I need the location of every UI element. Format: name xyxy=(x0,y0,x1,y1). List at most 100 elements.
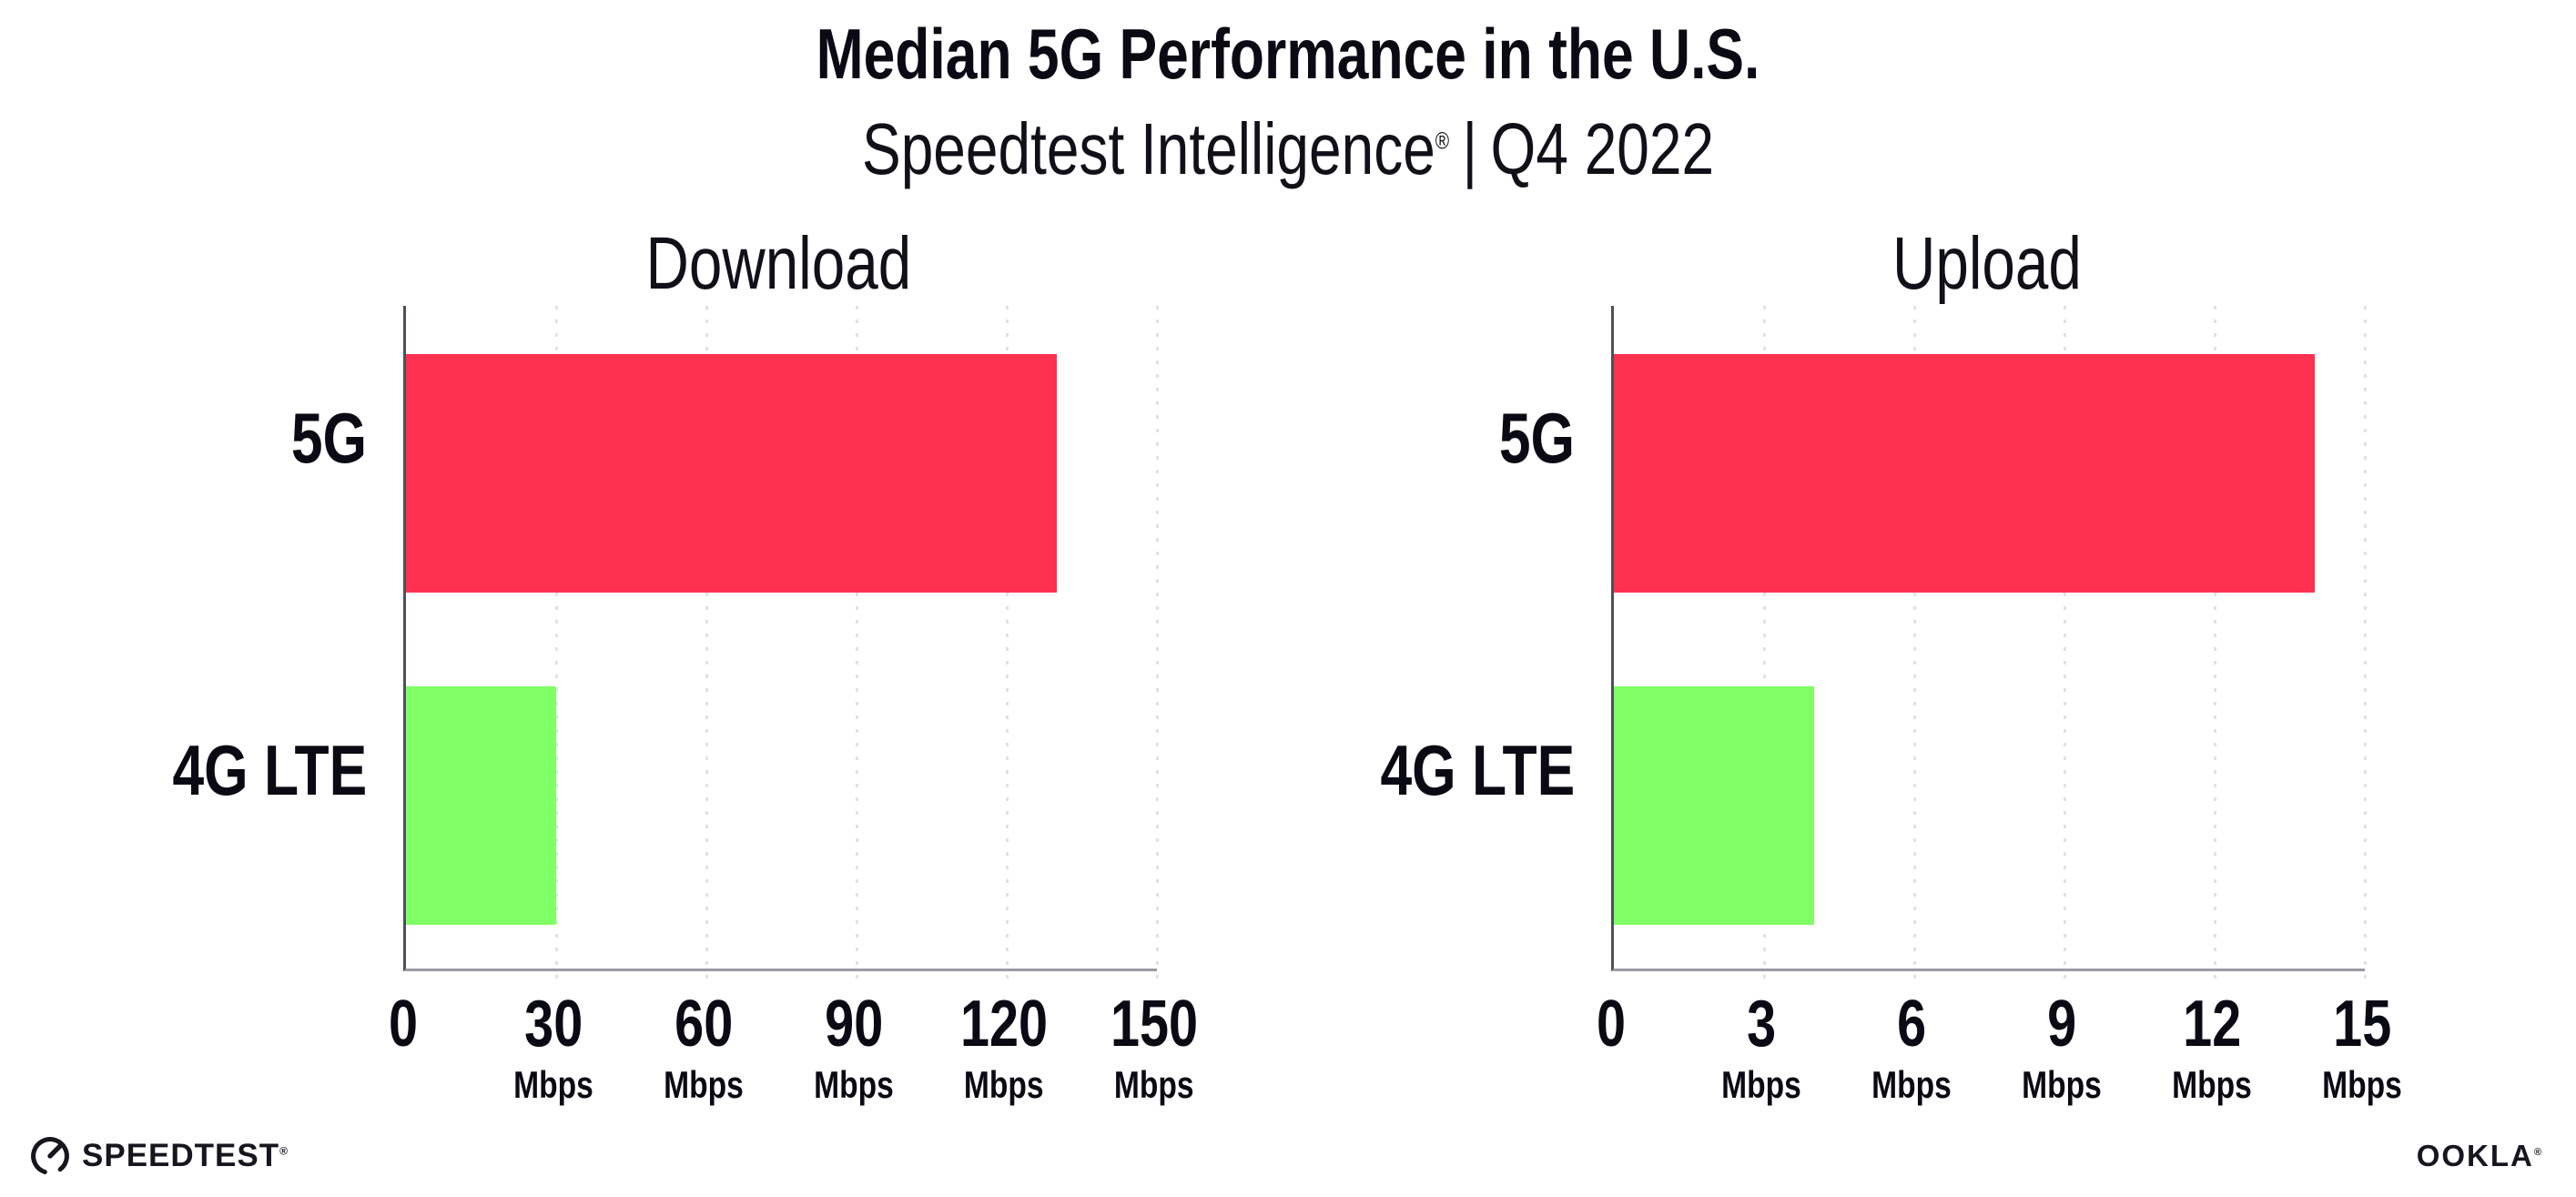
tick-number: 150 xyxy=(1100,991,1209,1057)
tick-unit-text: Mbps xyxy=(2022,1063,2102,1106)
bar-4g-lte xyxy=(406,686,556,925)
charts-row: Download 5G 4G LTE 0 30 Mbps 60 Mbps 90 Mbps 120 Mb… xyxy=(0,222,2402,1104)
x-axis-tick-labels: 0 3 Mbps 6 Mbps 9 Mbps 12 Mbps 15 Mbps xyxy=(1597,971,2402,1104)
x-tick-15: 15 Mbps xyxy=(2312,991,2412,1104)
category-label-5g: 5G xyxy=(1480,402,1575,473)
plot-wrap: 5G 4G LTE xyxy=(1347,306,2367,979)
tick-unit: Mbps xyxy=(2162,1066,2262,1104)
category-labels: 5G 4G LTE xyxy=(139,306,403,969)
tick-number-text: 0 xyxy=(1596,988,1627,1060)
registered-trademark-symbol: ® xyxy=(1435,127,1450,155)
download-chart: Download 5G 4G LTE 0 30 Mbps 60 Mbps 90 Mbps 120 Mb… xyxy=(139,227,1198,1104)
plot-wrap: 5G 4G LTE xyxy=(139,306,1159,979)
page-title: Median 5G Performance in the U.S. xyxy=(0,18,2576,89)
x-tick-0: 0 xyxy=(385,991,421,1057)
chart-title-download: Download xyxy=(403,227,1154,306)
page-title-text: Median 5G Performance in the U.S. xyxy=(816,14,1760,94)
tick-unit-text: Mbps xyxy=(664,1063,744,1106)
gridline xyxy=(2214,306,2216,979)
tick-unit: Mbps xyxy=(949,1066,1059,1104)
x-axis-tick-labels: 0 30 Mbps 60 Mbps 90 Mbps 120 Mbps 150 Mbps xyxy=(389,971,1198,1104)
tick-number-text: 15 xyxy=(2332,988,2392,1060)
ookla-logo: OOKLA® xyxy=(2417,1139,2543,1173)
tick-unit-text: Mbps xyxy=(964,1063,1044,1106)
plot-area xyxy=(403,306,1159,979)
tick-number-text: 9 xyxy=(2046,988,2077,1060)
tick-number: 12 xyxy=(2162,991,2262,1057)
x-tick-30: 30 Mbps xyxy=(503,991,603,1104)
category-label-4g-lte: 4G LTE xyxy=(124,735,367,806)
tick-unit-text: Mbps xyxy=(2322,1063,2402,1106)
tick-number-text: 3 xyxy=(1746,988,1777,1060)
gridline xyxy=(1006,306,1009,979)
gridline xyxy=(705,306,708,979)
gridline xyxy=(1156,306,1159,979)
subtitle-brand: Speedtest Intelligence xyxy=(861,108,1435,189)
tick-number: 3 xyxy=(1711,991,1811,1057)
speedtest-gauge-icon xyxy=(31,1137,69,1175)
category-label-text: 4G LTE xyxy=(172,730,367,810)
tick-unit-text: Mbps xyxy=(1871,1063,1952,1106)
bar-5g xyxy=(406,354,1057,593)
tick-number-text: 90 xyxy=(824,988,884,1060)
header: Median 5G Performance in the U.S. Speedt… xyxy=(0,0,2576,186)
tick-unit: Mbps xyxy=(2312,1066,2412,1104)
gridline xyxy=(2064,306,2066,979)
category-label-text: 5G xyxy=(290,398,367,478)
bar-5g xyxy=(1614,354,2315,593)
tick-number: 120 xyxy=(949,991,1059,1057)
tick-unit: Mbps xyxy=(2012,1066,2112,1104)
speedtest-wordmark: SPEEDTEST® xyxy=(82,1138,289,1174)
x-tick-60: 60 Mbps xyxy=(654,991,754,1104)
tick-unit: Mbps xyxy=(503,1066,603,1104)
gridline xyxy=(2364,306,2367,979)
bar-4g-lte xyxy=(1614,686,1814,925)
tick-number-text: 12 xyxy=(2182,988,2242,1060)
plot-area xyxy=(1611,306,2367,979)
tick-number-text: 30 xyxy=(523,988,583,1060)
tick-number: 0 xyxy=(385,991,421,1057)
tick-number: 30 xyxy=(503,991,603,1057)
tick-number: 60 xyxy=(654,991,754,1057)
upload-chart: Upload 5G 4G LTE 0 3 Mbps 6 Mbps 9 Mbps 12 Mbps 15 Mb… xyxy=(1347,222,2402,1104)
x-tick-0: 0 xyxy=(1593,991,1629,1057)
x-tick-12: 12 Mbps xyxy=(2162,991,2262,1104)
speedtest-wordmark-text: SPEEDTEST xyxy=(82,1138,280,1173)
x-tick-150: 150 Mbps xyxy=(1100,991,1209,1104)
tick-unit-text: Mbps xyxy=(1114,1063,1194,1106)
tick-number-text: 0 xyxy=(388,988,419,1060)
tick-number: 90 xyxy=(804,991,904,1057)
category-label-4g-lte: 4G LTE xyxy=(1332,735,1575,806)
tick-unit-text: Mbps xyxy=(814,1063,894,1106)
category-label-text: 4G LTE xyxy=(1380,730,1575,810)
x-tick-6: 6 Mbps xyxy=(1861,991,1962,1104)
subtitle-period: Q4 2022 xyxy=(1490,108,1715,189)
tick-unit: Mbps xyxy=(804,1066,904,1104)
tick-unit: Mbps xyxy=(1861,1066,1962,1104)
subtitle-separator: | xyxy=(1462,108,1478,189)
gridline xyxy=(555,306,558,979)
chart-title-text: Upload xyxy=(1891,222,2082,305)
page-subtitle: Speedtest Intelligence® | Q4 2022 xyxy=(0,113,2576,186)
tick-unit-text: Mbps xyxy=(2172,1063,2252,1106)
tick-unit-text: Mbps xyxy=(1721,1063,1801,1106)
tick-number-text: 120 xyxy=(959,988,1049,1060)
tick-number-text: 60 xyxy=(674,988,734,1060)
tick-number: 6 xyxy=(1861,991,1962,1057)
ookla-trademark-symbol: ® xyxy=(2533,1147,2543,1158)
tick-unit-text: Mbps xyxy=(513,1063,593,1106)
tick-number: 0 xyxy=(1593,991,1629,1057)
gridline xyxy=(856,306,858,979)
tick-number: 9 xyxy=(2012,991,2112,1057)
x-tick-120: 120 Mbps xyxy=(949,991,1059,1104)
tick-unit: Mbps xyxy=(1711,1066,1811,1104)
category-label-5g: 5G xyxy=(272,402,367,473)
tick-number-text: 150 xyxy=(1110,988,1199,1060)
gridline xyxy=(1763,306,1766,979)
category-label-text: 5G xyxy=(1498,398,1575,478)
x-tick-90: 90 Mbps xyxy=(804,991,904,1104)
x-tick-3: 3 Mbps xyxy=(1711,991,1811,1104)
tick-unit: Mbps xyxy=(654,1066,754,1104)
tick-number: 15 xyxy=(2312,991,2412,1057)
